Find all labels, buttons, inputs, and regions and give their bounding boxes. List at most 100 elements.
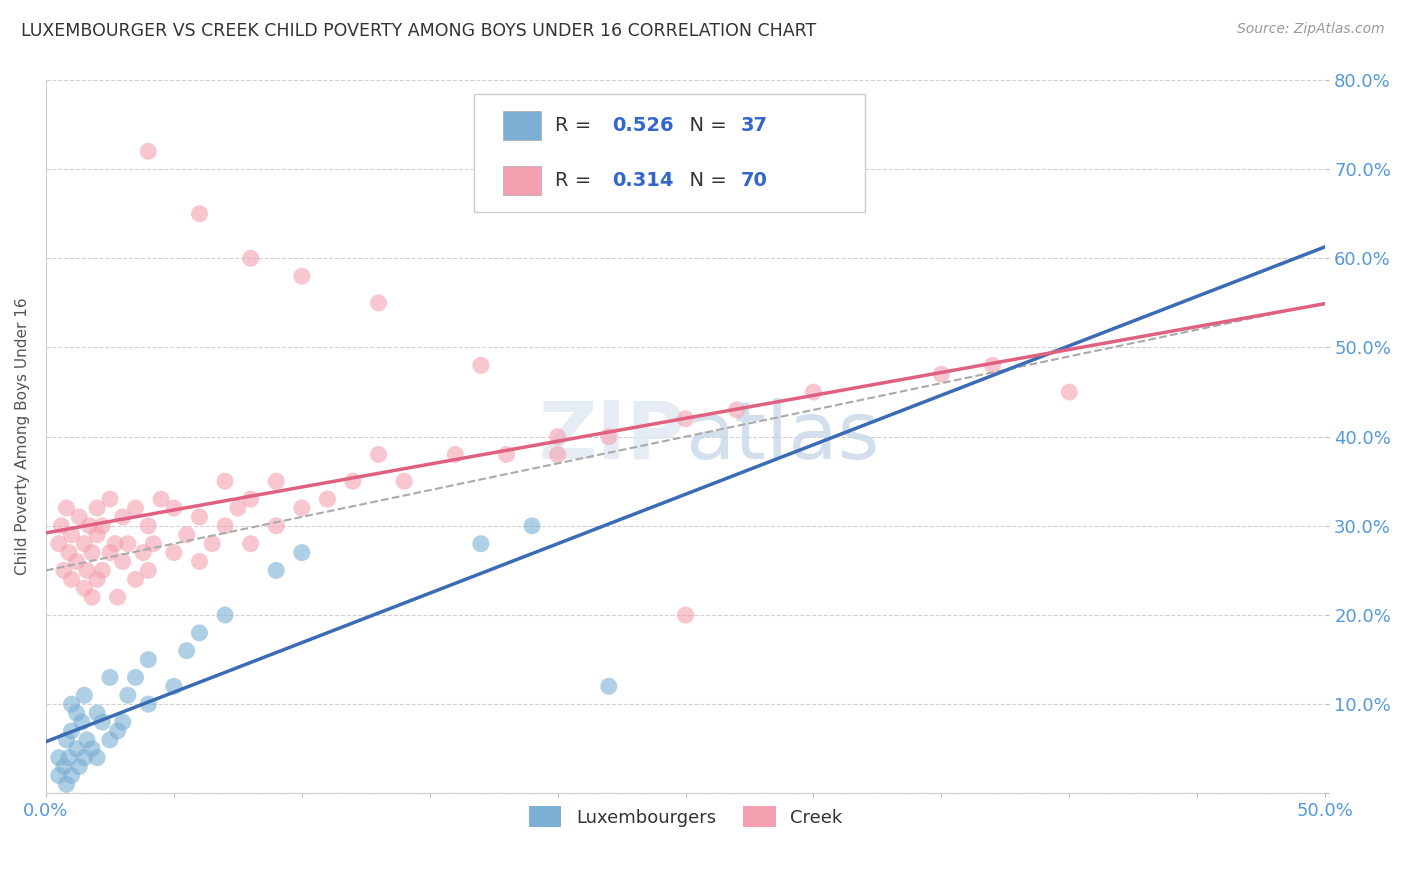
Legend: Luxembourgers, Creek: Luxembourgers, Creek (522, 799, 849, 834)
Point (124, 501, 146, 516)
Y-axis label: Child Poverty Among Boys Under 16: Child Poverty Among Boys Under 16 (15, 298, 30, 575)
Point (163, 501, 186, 516)
Point (67, 759, 90, 773)
Point (107, 723, 129, 738)
Point (55, 777, 77, 791)
Point (495, 448, 517, 462)
Point (214, 607, 236, 622)
Point (201, 536, 224, 550)
Text: Source: ZipAtlas.com: Source: ZipAtlas.com (1237, 22, 1385, 37)
Point (188, 554, 211, 568)
Point (367, 448, 389, 462)
Point (79, 519, 101, 533)
Point (239, 492, 262, 507)
Point (176, 527, 198, 541)
Point (598, 679, 620, 693)
Point (675, 607, 697, 622)
Point (86, 501, 108, 516)
Point (547, 448, 569, 462)
Point (73, 536, 96, 550)
Point (86, 527, 108, 541)
Point (91, 519, 114, 533)
Text: 0.314: 0.314 (613, 171, 673, 190)
Point (48, 768, 70, 782)
Point (264, 519, 287, 533)
Point (981, 359, 1004, 373)
Point (188, 207, 211, 221)
Point (316, 492, 339, 507)
Point (117, 536, 139, 550)
Point (444, 448, 467, 462)
Text: LUXEMBOURGER VS CREEK CHILD POVERTY AMONG BOYS UNDER 16 CORRELATION CHART: LUXEMBOURGER VS CREEK CHILD POVERTY AMON… (21, 22, 817, 40)
Point (73, 581, 96, 595)
Point (111, 554, 134, 568)
Text: atlas: atlas (686, 398, 880, 475)
Point (98, 732, 121, 747)
Point (55, 501, 77, 516)
Point (214, 519, 236, 533)
Point (136, 697, 159, 711)
Point (188, 510, 211, 524)
Point (342, 475, 364, 489)
Point (291, 545, 314, 559)
Point (60, 768, 83, 782)
Point (547, 430, 569, 444)
Point (86, 572, 108, 586)
Point (58, 750, 80, 764)
Text: 0.526: 0.526 (613, 116, 675, 135)
Point (48, 536, 70, 550)
Point (73, 750, 96, 764)
Point (60, 697, 83, 711)
Point (136, 563, 159, 577)
Point (239, 536, 262, 550)
Point (70, 714, 93, 729)
Point (86, 750, 108, 764)
Point (675, 412, 697, 426)
Point (73, 688, 96, 702)
Point (55, 732, 77, 747)
Point (91, 563, 114, 577)
Point (392, 475, 415, 489)
FancyBboxPatch shape (502, 112, 541, 140)
Point (66, 554, 89, 568)
Point (470, 536, 492, 550)
Point (111, 510, 134, 524)
Text: R =: R = (555, 171, 598, 190)
Point (520, 519, 543, 533)
Point (136, 145, 159, 159)
Point (98, 545, 121, 559)
Point (60, 527, 83, 541)
Point (107, 590, 129, 604)
Point (176, 643, 198, 657)
Point (91, 714, 114, 729)
Point (86, 706, 108, 720)
Point (214, 475, 236, 489)
Point (142, 536, 165, 550)
Point (98, 670, 121, 684)
Point (52, 563, 75, 577)
Point (67, 510, 90, 524)
Point (76, 732, 98, 747)
Point (291, 501, 314, 516)
Point (52, 759, 75, 773)
Point (264, 563, 287, 577)
Point (136, 652, 159, 666)
Point (80, 545, 103, 559)
Point (117, 688, 139, 702)
Text: ZIP: ZIP (538, 398, 686, 475)
Point (111, 714, 134, 729)
Point (291, 269, 314, 284)
Point (76, 563, 98, 577)
Point (98, 492, 121, 507)
Point (1059, 385, 1081, 400)
Point (264, 475, 287, 489)
Point (188, 625, 211, 640)
FancyBboxPatch shape (474, 95, 865, 212)
Point (803, 385, 825, 400)
Point (80, 590, 103, 604)
Point (66, 706, 89, 720)
Text: 37: 37 (741, 116, 768, 135)
Point (367, 296, 389, 310)
Text: 70: 70 (741, 171, 768, 190)
Point (104, 536, 127, 550)
